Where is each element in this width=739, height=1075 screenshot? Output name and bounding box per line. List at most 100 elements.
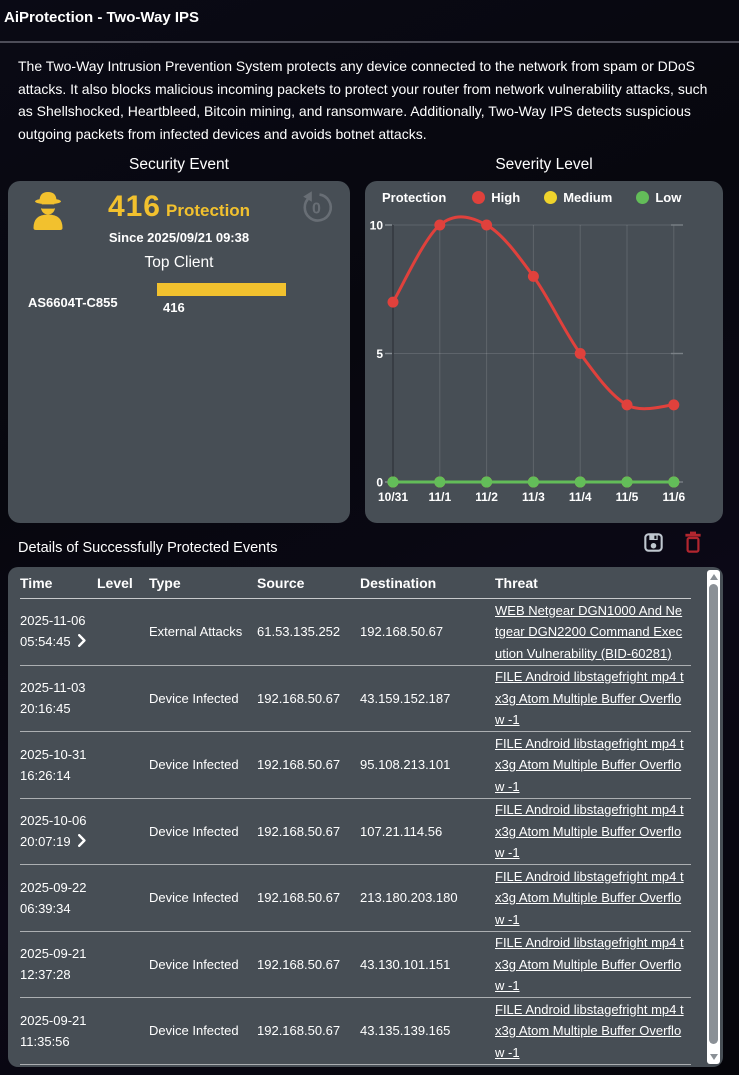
event-threat: FILE Android libstagefright mp4 tx3g Ato… [495,733,691,798]
event-time: 2025-10-31 16:26:14 [20,746,87,783]
event-destination: 95.108.213.101 [360,757,451,773]
table-row: 2025-10-31 16:26:14 Device Infected 192.… [20,732,691,799]
floppy-icon [644,533,663,552]
event-type: Device Infected [149,757,239,773]
scrollbar-thumb[interactable] [709,584,718,1044]
event-level [97,624,149,639]
event-threat: FILE Android libstagefright mp4 tx3g Ato… [495,866,691,931]
col-level: Level [97,574,133,591]
event-level [97,957,149,972]
threat-link[interactable]: FILE Android libstagefright mp4 tx3g Ato… [495,669,684,727]
threat-link[interactable]: FILE Android libstagefright mp4 tx3g Ato… [495,868,684,927]
protection-count: 416 [107,190,161,223]
table-row: 2025-10-06 20:07:19 Device Infected 192.… [20,799,691,865]
reset-counter-button[interactable]: 0 [298,190,334,226]
security-event-panel: 416 Protection Since 2025/09/21 09:38 0 T… [8,181,350,523]
event-destination: 192.168.50.67 [360,624,444,640]
legend-item-medium: Medium [544,190,612,205]
expand-chevron-icon[interactable] [77,832,86,853]
col-threat: Threat [495,574,538,591]
svg-text:11/3: 11/3 [522,490,545,504]
security-event-heading: Security Event [129,156,229,173]
col-time: Time [20,574,53,591]
event-destination: 43.130.101.151 [360,956,451,972]
table-row: 2025-11-03 20:16:45 Device Infected 192.… [20,666,691,732]
page-title: AiProtection - Two-Way IPS [4,9,200,26]
scroll-down-button[interactable] [709,1054,718,1060]
svg-text:5: 5 [376,347,383,361]
event-source: 192.168.50.67 [257,690,341,706]
event-time: 2025-09-22 06:39:34 [20,879,87,916]
event-source: 192.168.50.67 [257,823,341,839]
delete-log-button[interactable] [685,531,701,558]
svg-text:11/1: 11/1 [428,490,451,504]
legend-item-low: Low [636,190,681,205]
threat-link[interactable]: FILE Android libstagefright mp4 tx3g Ato… [495,935,684,993]
event-type: Device Infected [149,890,239,906]
event-type: Device Infected [149,690,239,706]
svg-text:10: 10 [370,219,384,233]
reset-zero-label: 0 [312,201,321,218]
events-table-panel: Time Level Type Source Destination Threa… [8,567,723,1067]
event-destination: 43.159.152.187 [360,690,451,706]
scrollbar[interactable] [707,570,720,1064]
event-threat: FILE Android libstagefright mp4 tx3g Ato… [495,999,691,1064]
legend-dot-low [636,191,650,204]
event-destination: 107.21.114.56 [360,823,443,839]
event-level [97,890,149,905]
event-time: 2025-09-21 12:37:28 [20,946,87,983]
svg-text:10/31: 10/31 [378,490,408,504]
event-threat: FILE Android libstagefright mp4 tx3g Ato… [495,666,691,731]
legend-item-high: High [472,190,520,205]
event-time: 2025-11-06 05:54:45 [20,610,97,653]
svg-text:11/5: 11/5 [616,490,639,504]
threat-link[interactable]: FILE Android libstagefright mp4 tx3g Ato… [495,802,684,860]
event-source: 61.53.135.252 [257,624,341,640]
svg-text:11/6: 11/6 [662,490,685,504]
details-title: Details of Successfully Protected Events [18,540,278,556]
col-destination: Destination [360,574,437,591]
event-source: 192.168.50.67 [257,956,341,972]
svg-text:0: 0 [376,476,383,490]
legend-dot-medium [544,191,558,204]
top-client-heading: Top Client [144,254,214,271]
event-type: Device Infected [149,956,239,972]
expand-chevron-icon[interactable] [77,632,86,653]
protection-count-label: Protection [166,201,251,220]
event-time: 2025-11-03 20:16:45 [20,680,86,717]
event-level [97,1023,149,1038]
severity-level-heading: Severity Level [495,156,593,173]
event-level [97,824,149,839]
event-threat: FILE Android libstagefright mp4 tx3g Ato… [495,799,691,864]
scroll-up-button[interactable] [709,574,718,580]
event-type: Device Infected [149,1023,239,1039]
legend-dot-high [472,191,486,204]
table-row: 2025-09-21 12:37:28 Device Infected 192.… [20,932,691,998]
threat-link[interactable]: WEB Netgear DGN1000 And Netgear DGN2200 … [495,602,683,661]
top-client-bar [157,283,286,296]
table-header-row: Time Level Type Source Destination Threa… [20,567,691,599]
legend-series-label: Protection [382,190,447,205]
events-table: Time Level Type Source Destination Threa… [20,567,691,1065]
threat-link[interactable]: FILE Android libstagefright mp4 tx3g Ato… [495,1001,684,1060]
spy-icon [28,190,68,237]
table-row: 2025-09-21 11:35:56 Device Infected 192.… [20,998,691,1065]
description-text: The Two-Way Intrusion Prevention System … [18,58,708,142]
table-row: 2025-09-22 06:39:34 Device Infected 192.… [20,865,691,932]
trash-icon [685,531,701,553]
table-row: 2025-11-06 05:54:45 External Attacks 61.… [20,599,691,666]
event-threat: FILE Android libstagefright mp4 tx3g Ato… [495,932,691,997]
svg-text:11/2: 11/2 [475,490,498,504]
save-log-button[interactable] [644,533,663,557]
chart-legend: Protection High Medium Low [382,190,705,205]
event-source: 192.168.50.67 [257,1023,341,1039]
event-type: Device Infected [149,823,239,839]
severity-chart: 0 5 10 10/31 11/1 11/2 11/3 11/4 11/5 11/6 [370,215,685,504]
threat-link[interactable]: FILE Android libstagefright mp4 tx3g Ato… [495,735,684,794]
top-client-value: 416 [163,300,185,315]
header-divider [0,41,739,43]
event-threat: WEB Netgear DGN1000 And Netgear DGN2200 … [495,600,691,665]
event-type: External Attacks [149,624,243,640]
col-type: Type [149,574,181,591]
event-destination: 43.135.139.165 [360,1023,451,1039]
